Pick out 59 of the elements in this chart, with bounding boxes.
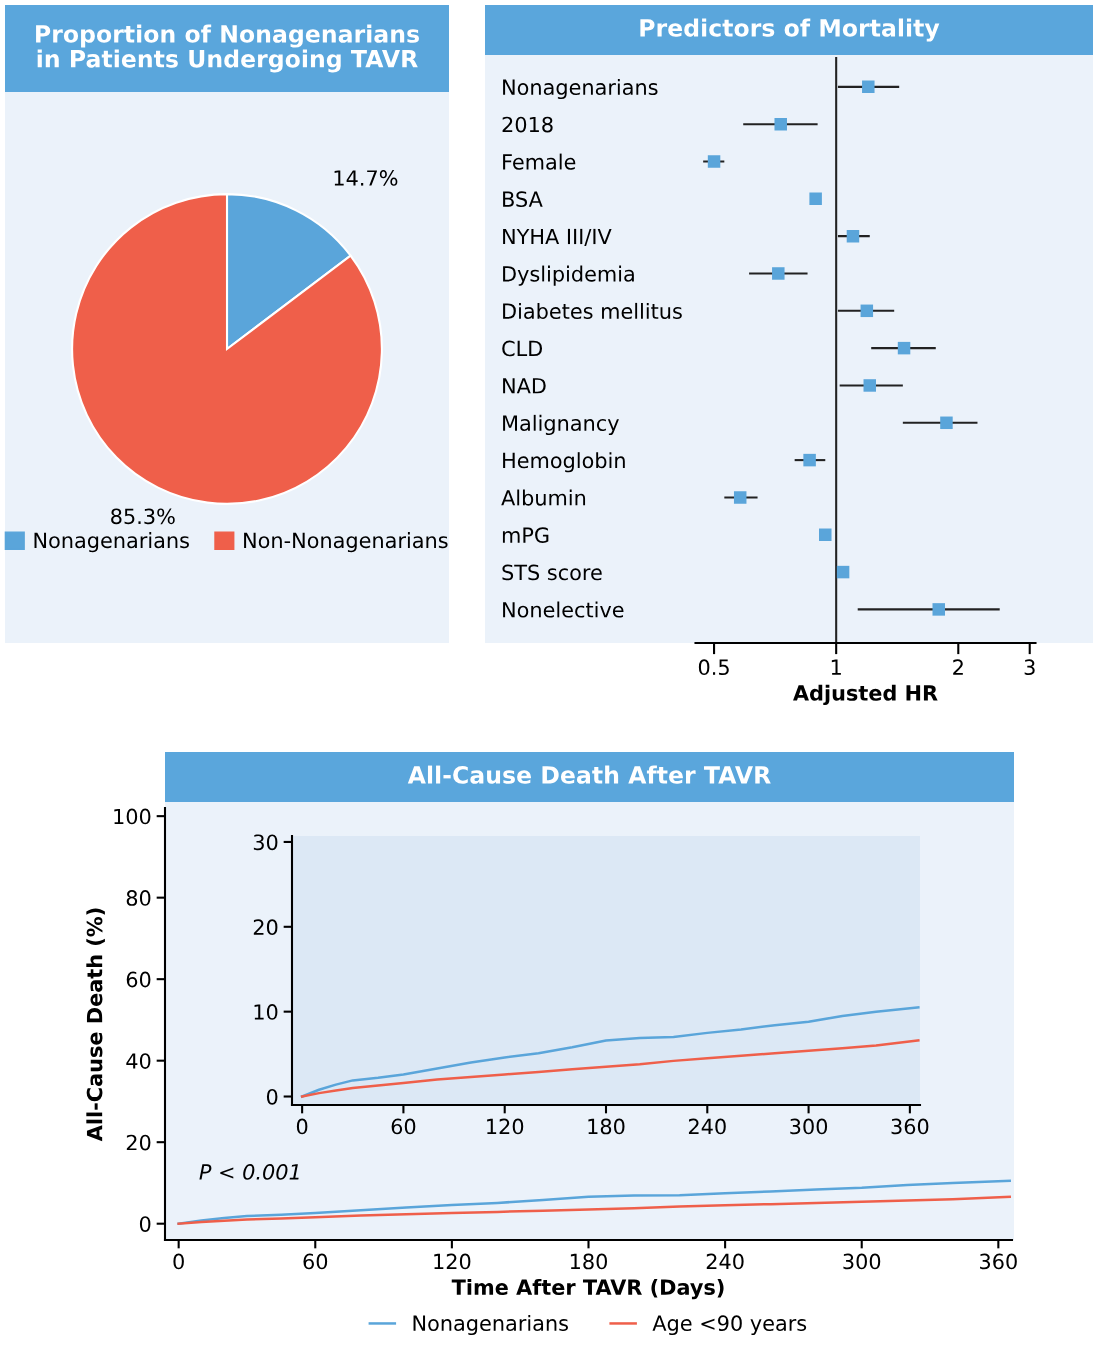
x-tick-label: 0 [296, 1118, 308, 1135]
x-axis-title: Time After TAVR (Days) [451, 1278, 724, 1300]
y-tick-label: 60 [126, 971, 151, 988]
legend-label: Nonagenarians [34, 532, 189, 553]
chart-title: Proportion of Nonagenarians in Patients Undergoing TAVR [36, 24, 419, 73]
data-label: 14.7% [334, 170, 398, 186]
legend-label: Age <90 years [652, 1315, 807, 1336]
y-tick-label: 30 [253, 834, 278, 851]
y-tick-label: STS score [502, 564, 602, 581]
data-label: 85.3% [111, 508, 175, 525]
x-tick-label: 360 [891, 1118, 929, 1135]
y-tick-label: NAD [503, 378, 546, 394]
pie-slice [71, 193, 383, 505]
line-series [177, 1195, 1011, 1225]
y-tick-label: Diabetes mellitus [503, 302, 682, 320]
y-tick-label: Dyslipidemia [503, 265, 634, 286]
y-tick-label: NYHA III/IV [503, 228, 612, 247]
y-tick-label: 80 [126, 890, 151, 906]
x-axis-title: Adjusted HR [793, 684, 938, 706]
y-tick-label: 20 [126, 1134, 151, 1151]
legend-label: Nonagenarians [413, 1314, 568, 1336]
x-tick-label: 240 [688, 1118, 726, 1135]
y-tick-label: mPG [502, 527, 549, 543]
x-tick-label: 300 [843, 1253, 881, 1270]
y-tick-label: 40 [126, 1053, 151, 1069]
y-tick-label: Hemoglobin [503, 452, 625, 473]
y-tick-label: Nonagenarians [503, 78, 658, 100]
x-tick-label: 240 [706, 1253, 744, 1270]
line-series [300, 1039, 920, 1098]
x-tick-label: 0 [173, 1253, 184, 1270]
y-axis-title: All-Cause Death (%) [86, 908, 105, 1142]
x-tick-label: 60 [303, 1253, 328, 1270]
y-tick-label: 0 [139, 1216, 151, 1232]
y-tick-label: Female [503, 153, 576, 170]
legend-label: Non-Nonagenarians [244, 532, 448, 553]
y-tick-label: 100 [114, 808, 151, 825]
y-tick-label: BSA [503, 191, 543, 208]
x-tick-label: 180 [570, 1253, 607, 1270]
x-tick-label: 120 [434, 1253, 471, 1270]
x-tick-label: 3 [1024, 659, 1035, 676]
y-tick-label: 2018 [502, 116, 553, 133]
chart-title: All-Cause Death After TAVR [407, 765, 771, 784]
chart-title: Predictors of Mortality [640, 18, 940, 42]
y-tick-label: Nonelective [503, 601, 624, 618]
x-tick-label: 180 [588, 1118, 625, 1135]
x-tick-label: 1 [831, 659, 841, 675]
y-tick-label: 0 [266, 1088, 278, 1105]
x-tick-label: 300 [790, 1118, 828, 1135]
y-tick-label: 20 [253, 919, 278, 936]
annotation: P < 0.001 [199, 1164, 299, 1180]
y-tick-label: Malignancy [503, 414, 619, 436]
x-tick-label: 0.5 [698, 659, 729, 676]
y-tick-label: Albumin [501, 489, 586, 506]
x-tick-label: 60 [391, 1118, 416, 1135]
x-tick-label: 2 [953, 659, 963, 675]
x-tick-label: 360 [980, 1253, 1017, 1270]
y-tick-label: CLD [502, 340, 543, 357]
y-tick-label: 10 [254, 1004, 278, 1020]
x-tick-label: 120 [487, 1118, 524, 1135]
